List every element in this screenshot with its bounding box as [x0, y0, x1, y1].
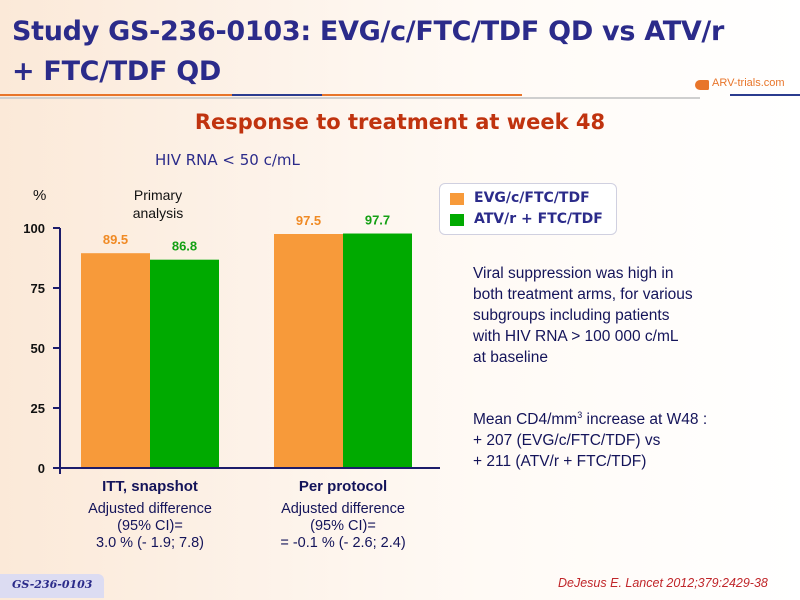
header-rule — [0, 97, 700, 99]
primary-analysis-annotation: Primary analysis — [103, 186, 213, 222]
category-label-itt: ITT, snapshot — [102, 478, 198, 495]
study-badge: GS-236-0103 — [0, 574, 104, 598]
header-rule — [0, 94, 232, 96]
green-swatch — [450, 214, 464, 226]
bar-atv-itt — [150, 259, 219, 468]
legend-label: ATV/r + FTC/TDF — [474, 211, 603, 227]
cd4-pre: Mean CD4/mm — [473, 411, 578, 429]
chart-title: HIV RNA < 50 c/mL — [155, 151, 300, 169]
logo-text: ARV-trials.com — [712, 77, 785, 89]
data-label: 89.5 — [103, 232, 128, 247]
primary-line-1: Primary — [133, 187, 183, 203]
data-label: 97.5 — [296, 213, 321, 228]
bar-atv-pp — [343, 233, 412, 468]
pill-icon — [695, 80, 709, 90]
y-tick-label: 25 — [31, 401, 45, 416]
note-line: + 211 (ATV/r + FTC/TDF) — [473, 453, 647, 471]
slide-subtitle: Response to treatment at week 48 — [194, 110, 606, 134]
y-tick-label: 100 — [23, 221, 45, 236]
y-tick-label: 0 — [38, 461, 45, 476]
adjusted-difference-pp: Adjusted difference (95% CI)= = -0.1 % (… — [243, 501, 443, 552]
cd4-post: increase at W48 : — [582, 411, 708, 429]
note-line: at baseline — [473, 349, 548, 366]
data-label: 97.7 — [365, 213, 390, 228]
note-line: + 207 (EVG/c/FTC/TDF) vs — [473, 432, 661, 450]
note-line: with HIV RNA > 100 000 c/mL — [473, 328, 679, 345]
header-rule — [232, 94, 322, 96]
bar-evg-pp — [274, 234, 343, 468]
title-line-2: + FTC/TDF QD — [12, 56, 221, 87]
category-label-pp: Per protocol — [298, 478, 388, 495]
bars — [81, 233, 412, 468]
badge-text: GS-236-0103 — [12, 578, 93, 591]
legend-label: EVG/c/FTC/TDF — [474, 190, 590, 206]
diff-line: (95% CI)= — [310, 518, 376, 534]
slide-title: Study GS-236-0103: EVG/c/FTC/TDF QD vs A… — [12, 12, 782, 92]
note-line: Mean CD4/mm3 increase at W48 : — [473, 405, 707, 430]
primary-line-2: analysis — [132, 205, 184, 221]
cd4-note: Mean CD4/mm3 increase at W48 : + 207 (EV… — [473, 405, 707, 472]
bar-evg-itt — [81, 253, 150, 468]
legend: EVG/c/FTC/TDF ATV/r + FTC/TDF — [439, 183, 617, 235]
diff-line: (95% CI)= — [117, 518, 183, 534]
adjusted-difference-itt: Adjusted difference (95% CI)= 3.0 % (- 1… — [50, 501, 250, 552]
viral-suppression-note: Viral suppression was high in both treat… — [473, 263, 693, 368]
diff-line: 3.0 % (- 1.9; 7.8) — [96, 535, 204, 551]
value-labels: 89.5 86.8 97.5 97.7 — [103, 213, 390, 254]
title-line-1: Study GS-236-0103: EVG/c/FTC/TDF QD vs A… — [12, 16, 724, 47]
y-ticks: 0 25 50 75 100 — [23, 221, 60, 476]
note-line: Viral suppression was high in — [473, 265, 674, 282]
y-axis-label: % — [33, 187, 47, 204]
note-line: both treatment arms, for various — [473, 286, 693, 303]
orange-swatch — [450, 193, 464, 205]
diff-line: Adjusted difference — [88, 501, 212, 517]
diff-line: = -0.1 % (- 2.6; 2.4) — [280, 535, 406, 551]
data-label: 86.8 — [172, 239, 197, 254]
citation: DeJesus E. Lancet 2012;379:2429-38 — [558, 576, 768, 590]
cd4-sup: 3 — [577, 410, 583, 420]
header-rule — [730, 94, 800, 96]
y-tick-label: 75 — [31, 281, 45, 296]
note-line: subgroups including patients — [473, 307, 670, 324]
diff-line: Adjusted difference — [281, 501, 405, 517]
y-tick-label: 50 — [31, 341, 45, 356]
header-rule — [322, 94, 522, 96]
